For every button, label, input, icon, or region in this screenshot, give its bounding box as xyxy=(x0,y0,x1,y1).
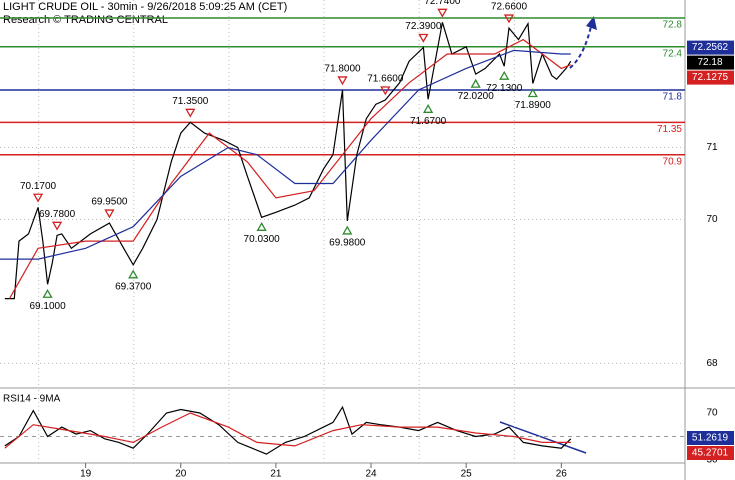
price-tag xyxy=(687,55,734,70)
signal-label: 71.3500 xyxy=(172,96,209,107)
signal-label: 70.0300 xyxy=(244,234,281,245)
rsi-trendline xyxy=(499,421,587,454)
x-tick-label: 26 xyxy=(556,469,568,480)
forecast-arrow-head xyxy=(586,16,597,30)
price-tag-label: 72.1275 xyxy=(692,72,729,83)
rsi-line xyxy=(4,405,572,455)
rsi-tick-label: 30 xyxy=(706,455,718,466)
signal-label: 69.9500 xyxy=(91,197,128,208)
signal-label: 69.3700 xyxy=(115,281,152,292)
signal-label: 72.0200 xyxy=(458,91,495,102)
signal-label: 71.6600 xyxy=(367,74,404,85)
signal-marker xyxy=(423,103,434,113)
price-tag-label: 72.2562 xyxy=(692,42,729,53)
price-tag xyxy=(687,40,734,55)
signal-label: 69.1000 xyxy=(29,301,66,312)
x-tick-label: 19 xyxy=(80,469,92,480)
signal-marker xyxy=(527,88,538,98)
signal-marker xyxy=(32,193,44,203)
moving-average xyxy=(8,38,572,299)
y-tick-label: 68 xyxy=(706,358,718,369)
signal-marker xyxy=(418,33,429,43)
x-tick-label: 24 xyxy=(365,469,377,480)
signal-marker xyxy=(256,222,267,231)
signal-label: 71.8000 xyxy=(324,64,361,75)
signal-label: 72.7400 xyxy=(424,0,461,7)
x-tick-label: 25 xyxy=(461,469,473,480)
price-tag xyxy=(687,70,734,85)
x-tick-label: 21 xyxy=(270,469,282,480)
chart-subtitle: Research © TRADING CENTRAL xyxy=(3,14,168,26)
rsi-tag-label: 45.2701 xyxy=(692,448,729,459)
x-tick-label: 20 xyxy=(175,469,187,480)
rsi-tag xyxy=(687,431,734,445)
signal-marker xyxy=(437,8,448,18)
signal-marker xyxy=(42,288,53,298)
y-tick-label: 71 xyxy=(706,142,718,153)
signal-marker xyxy=(337,76,348,86)
level-label: 72.4 xyxy=(663,48,683,59)
rsi-tag-label: 51.2619 xyxy=(692,433,729,444)
rsi-title: RSI14 - 9MA xyxy=(3,394,61,405)
signal-marker xyxy=(470,78,481,88)
signal-label: 72.1300 xyxy=(486,83,523,94)
price-line xyxy=(4,21,572,300)
rsi-average xyxy=(4,412,571,449)
signal-marker xyxy=(128,269,139,279)
chart-title: LIGHT CRUDE OIL - 30min - 9/26/2018 5:09… xyxy=(3,1,287,13)
signal-label: 70.1700 xyxy=(20,181,57,192)
signal-marker xyxy=(104,209,115,219)
moving-average xyxy=(0,49,571,260)
signal-label: 71.8900 xyxy=(515,100,552,111)
level-label: 71.8 xyxy=(663,92,683,103)
signal-label: 72.3900 xyxy=(405,21,442,32)
level-label: 71.35 xyxy=(657,124,682,135)
signal-label: 71.6700 xyxy=(410,116,447,127)
forecast-arrow xyxy=(569,21,593,69)
level-label: 72.8 xyxy=(663,20,683,31)
signal-marker xyxy=(342,225,353,235)
signal-marker xyxy=(51,221,63,231)
level-label: 70.9 xyxy=(663,156,683,167)
signal-label: 69.9800 xyxy=(329,238,366,249)
signal-label: 72.6600 xyxy=(491,2,528,13)
signal-marker xyxy=(185,108,196,118)
signal-marker xyxy=(380,86,391,96)
signal-marker xyxy=(499,70,510,80)
y-tick-label: 70 xyxy=(706,214,718,225)
signal-marker xyxy=(503,14,515,24)
price-tag-label: 72.18 xyxy=(697,57,722,68)
rsi-tag xyxy=(687,446,734,460)
rsi-tick-label: 70 xyxy=(706,408,718,419)
signal-label: 69.7800 xyxy=(39,209,76,220)
